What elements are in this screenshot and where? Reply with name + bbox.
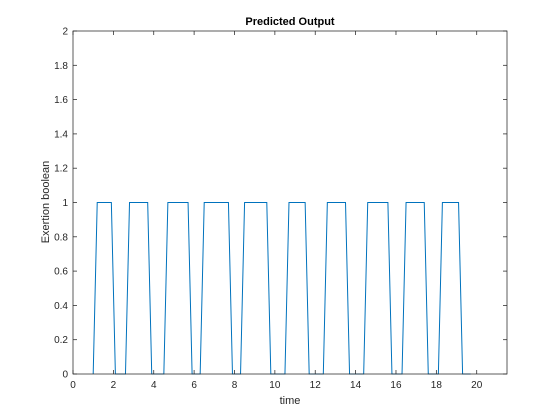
y-tick-label: 2 bbox=[62, 27, 68, 38]
y-tick-label: 0.2 bbox=[54, 335, 68, 346]
x-tick-label: 10 bbox=[269, 380, 281, 391]
y-tick-label: 1.2 bbox=[54, 164, 68, 175]
x-axis-label: time bbox=[280, 395, 301, 407]
chart-title: Predicted Output bbox=[245, 16, 335, 28]
x-tick-label: 0 bbox=[70, 380, 76, 391]
x-tick-label: 16 bbox=[390, 380, 402, 391]
x-tick-label: 18 bbox=[431, 380, 443, 391]
y-tick-label: 0.6 bbox=[54, 267, 68, 278]
y-tick-label: 1.8 bbox=[54, 61, 68, 72]
x-axis-ticks: 0 2 4 6 8 10 12 14 16 18 20 bbox=[70, 31, 483, 391]
y-tick-label: 0 bbox=[62, 370, 68, 381]
y-axis-label: Exertion boolean bbox=[40, 161, 52, 244]
x-tick-label: 6 bbox=[191, 380, 197, 391]
y-tick-label: 1 bbox=[62, 198, 68, 209]
x-tick-label: 14 bbox=[350, 380, 362, 391]
x-tick-label: 12 bbox=[310, 380, 322, 391]
x-tick-label: 2 bbox=[111, 380, 117, 391]
y-tick-label: 0.8 bbox=[54, 232, 68, 243]
x-tick-label: 20 bbox=[471, 380, 483, 391]
y-axis-ticks: 0 0.2 0.4 0.6 0.8 1 1.2 1.4 1.6 1.8 2 bbox=[54, 27, 507, 381]
y-tick-label: 1.4 bbox=[54, 129, 68, 140]
y-tick-label: 0.4 bbox=[54, 301, 68, 312]
x-tick-label: 4 bbox=[151, 380, 157, 391]
y-tick-label: 1.6 bbox=[54, 95, 68, 106]
x-tick-label: 8 bbox=[232, 380, 238, 391]
